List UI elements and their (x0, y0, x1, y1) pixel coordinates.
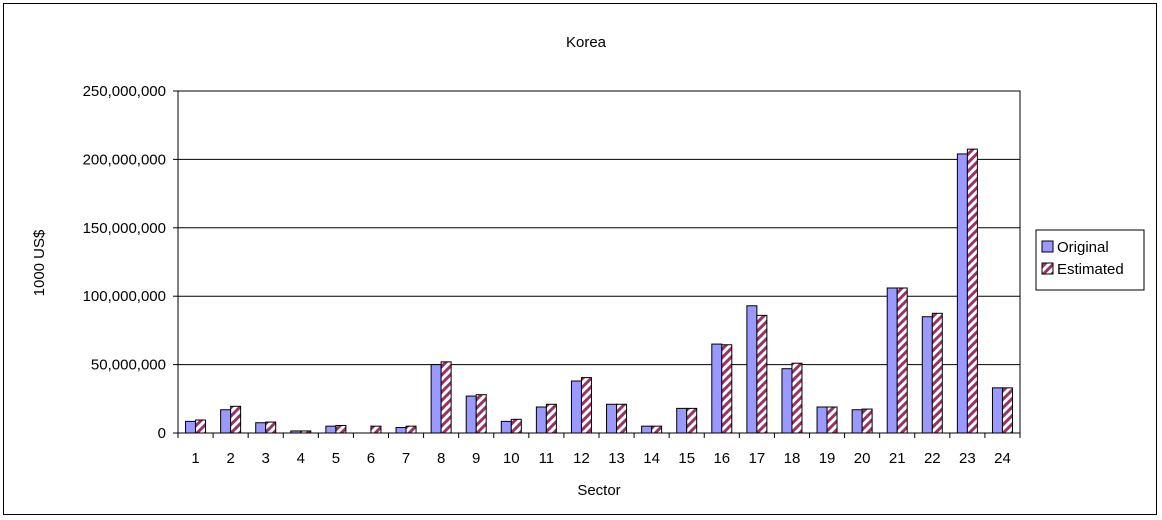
bar-original-17 (746, 305, 758, 434)
bar-estimated-24 (1001, 387, 1013, 434)
legend-box (1035, 229, 1145, 291)
x-tick-label: 17 (749, 450, 766, 467)
legend-swatch-estimated (1041, 262, 1054, 275)
bar-original-19 (816, 406, 828, 434)
y-tick-label: 250,000,000 (83, 83, 166, 100)
bar-estimated-16 (721, 344, 733, 434)
bar-estimated-17 (756, 314, 768, 434)
plot-area: 0 50,000,000 100,000,000 150,000,000 200,000… (83, 83, 1021, 467)
y-tick-label: 100,000,000 (83, 288, 166, 305)
bar-estimated-6 (370, 425, 382, 434)
legend-label-original: Original (1057, 239, 1109, 256)
bar-estimated-1 (195, 419, 207, 434)
x-tick-label: 22 (924, 450, 941, 467)
x-tick-label: 18 (784, 450, 801, 467)
bar-original-5 (325, 425, 337, 434)
x-tick-label: 13 (608, 450, 625, 467)
bar-original-9 (465, 395, 477, 434)
bar-estimated-8 (440, 361, 452, 434)
x-axis-label: Sector (577, 482, 620, 499)
bar-estimated-2 (230, 405, 242, 434)
x-tick-label: 6 (367, 450, 375, 467)
bar-original-12 (570, 380, 582, 434)
x-tick-label: 7 (402, 450, 410, 467)
bar-original-18 (781, 368, 793, 434)
bar-estimated-14 (651, 425, 663, 434)
bar-original-23 (956, 153, 968, 434)
x-tick-label: 10 (503, 450, 520, 467)
x-tick-label: 19 (819, 450, 836, 467)
bar-original-24 (991, 387, 1003, 434)
y-tick-label: 150,000,000 (83, 220, 166, 237)
bar-original-2 (220, 409, 232, 434)
y-tick-label: 0 (158, 425, 166, 442)
bar-original-20 (851, 409, 863, 434)
bar-original-13 (606, 403, 618, 434)
chart-title: Korea (566, 34, 607, 51)
y-axis-label: 1000 US$ (31, 229, 48, 296)
bar-estimated-20 (861, 408, 873, 434)
bar-estimated-5 (335, 424, 347, 434)
bar-estimated-23 (966, 148, 978, 434)
bar-estimated-15 (686, 407, 698, 434)
x-tick-label: 21 (889, 450, 906, 467)
x-tick-label: 9 (472, 450, 480, 467)
x-tick-label: 12 (573, 450, 590, 467)
bar-estimated-11 (545, 403, 557, 434)
plot-border (177, 90, 1021, 434)
bar-original-22 (921, 316, 933, 434)
bar-original-10 (500, 420, 512, 434)
bar-original-8 (430, 364, 442, 434)
x-tick-label: 14 (643, 450, 660, 467)
x-tick-label: 11 (539, 450, 555, 467)
x-tick-label: 16 (713, 450, 730, 467)
x-tick-label: 24 (994, 450, 1011, 467)
y-tick-label: 200,000,000 (83, 151, 166, 168)
x-tick-label: 2 (226, 450, 234, 467)
bar-estimated-22 (931, 312, 943, 434)
x-tick-label: 3 (262, 450, 270, 467)
bar-estimated-19 (826, 406, 838, 434)
bar-estimated-3 (265, 421, 277, 434)
x-tick-label: 15 (678, 450, 695, 467)
x-tick-label: 5 (332, 450, 340, 467)
legend-label-estimated: Estimated (1057, 261, 1124, 278)
bar-estimated-18 (791, 362, 803, 434)
x-tick-label: 8 (437, 450, 445, 467)
bar-estimated-21 (896, 287, 908, 434)
bar-estimated-10 (510, 418, 522, 434)
bar-original-11 (535, 406, 547, 434)
bar-original-3 (255, 422, 267, 434)
bar-original-7 (395, 427, 407, 434)
bar-estimated-7 (405, 425, 417, 434)
bar-estimated-13 (616, 403, 628, 434)
bar-original-14 (641, 425, 653, 434)
x-tick-label: 1 (191, 450, 199, 467)
legend-swatch-original (1041, 240, 1054, 253)
x-tick-label: 23 (959, 450, 976, 467)
y-tick-label: 50,000,000 (91, 357, 166, 374)
bar-estimated-12 (580, 377, 592, 434)
bar-original-1 (185, 420, 197, 434)
legend: Original Estimated (1035, 229, 1145, 291)
x-tick-label: 20 (854, 450, 871, 467)
x-tick-label: 4 (297, 450, 305, 467)
bar-original-16 (711, 343, 723, 434)
bar-estimated-9 (475, 394, 487, 434)
bar-original-15 (676, 407, 688, 434)
bar-original-21 (886, 287, 898, 434)
